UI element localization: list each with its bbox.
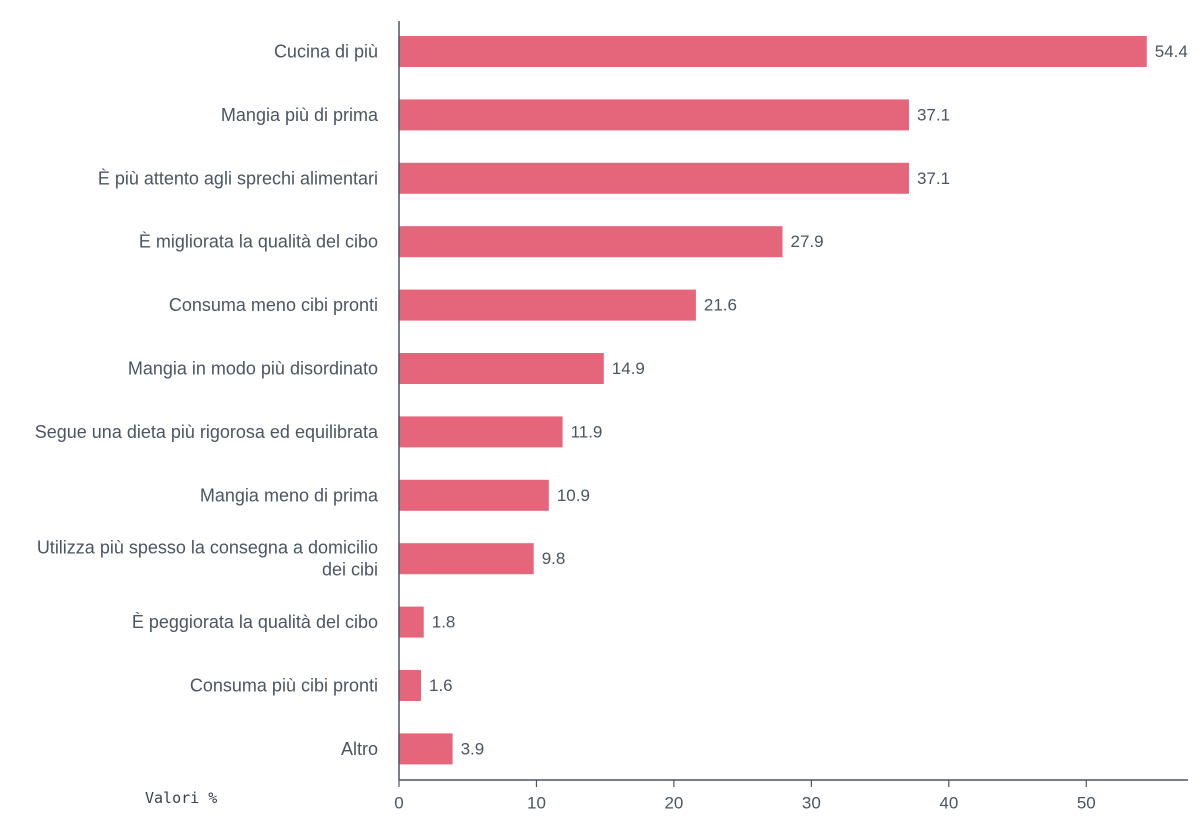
category-label: Altro — [341, 739, 378, 759]
category-label: È più attento agli sprechi alimentari — [98, 168, 378, 188]
bar — [399, 289, 696, 321]
x-ticks-group: 0 10 20 30 40 50 — [394, 780, 1096, 813]
bar — [399, 479, 549, 511]
value-label: 11.9 — [571, 422, 603, 441]
bar — [399, 543, 534, 575]
value-label: 14.9 — [612, 359, 645, 378]
bar — [399, 36, 1147, 67]
category-label: Utilizza più spesso la consegna a domici… — [37, 538, 378, 580]
bar — [399, 226, 783, 258]
category-label: Mangia meno di prima — [200, 485, 379, 505]
value-label: 27.9 — [791, 232, 824, 251]
value-label: 37.1 — [917, 169, 950, 188]
x-tick-label: 40 — [939, 794, 958, 813]
category-label: Consuma più cibi pronti — [190, 676, 378, 696]
unit-label: Valori % — [145, 789, 217, 807]
value-label: 54.4 — [1155, 42, 1188, 61]
value-label: 1.6 — [429, 676, 453, 695]
bar — [399, 670, 421, 701]
category-label: Mangia più di prima — [221, 105, 379, 125]
x-tick-label: 20 — [664, 794, 683, 813]
category-label: Consuma meno cibi pronti — [169, 295, 378, 315]
x-tick-label: 10 — [527, 794, 546, 813]
value-label: 21.6 — [704, 296, 737, 315]
bar — [399, 416, 563, 448]
x-tick-label: 30 — [802, 794, 821, 813]
bar — [399, 733, 453, 765]
x-tick-label: 50 — [1077, 794, 1096, 813]
value-labels-group: 54.4 37.1 37.1 27.9 21.6 14.9 11.9 10.9 9.8 1.8 1.… — [429, 42, 1188, 758]
category-label: Cucina di più — [274, 42, 378, 62]
bar — [399, 353, 604, 384]
bar — [399, 99, 909, 131]
bar — [399, 606, 424, 638]
category-label: È peggiorata la qualità del cibo — [132, 612, 378, 632]
value-label: 9.8 — [542, 549, 566, 568]
value-label: 10.9 — [557, 486, 590, 505]
value-label: 3.9 — [461, 739, 485, 758]
bars-group — [399, 36, 1147, 765]
category-label: Mangia in modo più disordinato — [128, 359, 378, 379]
bar — [399, 162, 909, 194]
category-labels-group: Cucina di più Mangia più di prima È più at… — [35, 42, 379, 759]
value-label: 37.1 — [917, 105, 950, 124]
category-label: Segue una dieta più rigorosa ed equilibr… — [35, 422, 379, 442]
category-label: È migliorata la qualità del cibo — [139, 232, 378, 252]
x-tick-label: 0 — [394, 794, 403, 813]
value-label: 1.8 — [432, 613, 456, 632]
